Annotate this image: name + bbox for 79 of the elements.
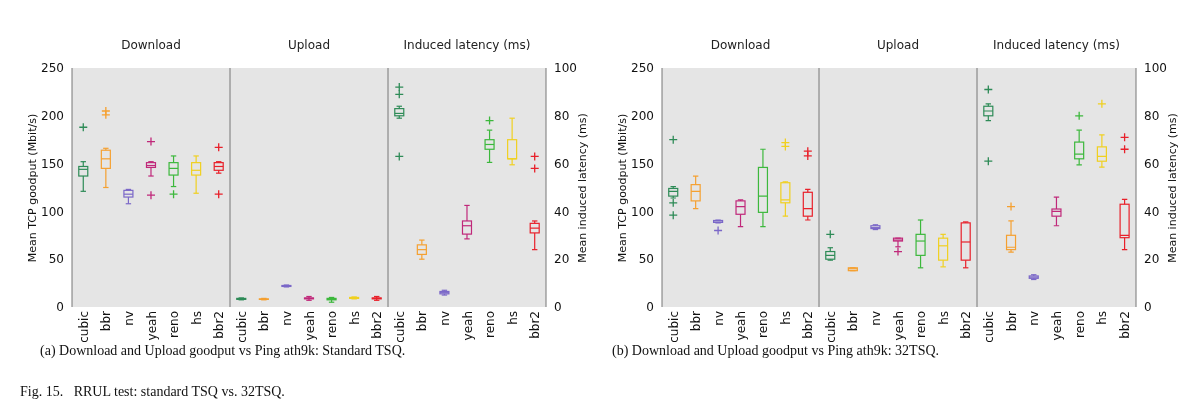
x-tick-label: hs bbox=[505, 311, 520, 325]
x-tick-label: nv bbox=[121, 311, 136, 326]
y2-tick-label: 80 bbox=[554, 109, 570, 124]
x-tick-label: bbr2 bbox=[212, 311, 227, 339]
x-tick-label: bbr2 bbox=[370, 311, 385, 339]
x-tick-label: yeah bbox=[891, 311, 906, 341]
x-tick-label: bbr bbox=[689, 310, 704, 332]
chart-title: Upload bbox=[875, 38, 920, 52]
x-tick-label: nv bbox=[868, 311, 883, 326]
y-tick-label: 200 bbox=[631, 109, 654, 124]
y2-tick-label: 40 bbox=[1144, 204, 1160, 219]
y-tick-label: 150 bbox=[41, 156, 64, 171]
x-tick-label: hs bbox=[778, 311, 793, 325]
x-tick-label: nv bbox=[437, 311, 452, 326]
y-tick-label: 250 bbox=[631, 61, 654, 76]
x-tick-label: nv bbox=[279, 311, 294, 326]
x-tick-label: reno bbox=[1072, 311, 1087, 338]
y-tick-label: 50 bbox=[638, 252, 654, 267]
y2-tick-label: 40 bbox=[554, 204, 570, 219]
x-tick-label: nv bbox=[1027, 311, 1042, 326]
y2-tick-label: 0 bbox=[1144, 300, 1152, 315]
y-tick-label: 0 bbox=[646, 300, 654, 315]
y-tick-label: 150 bbox=[631, 156, 654, 171]
y2-axis-title: Mean induced latency (ms) bbox=[1165, 111, 1179, 265]
x-tick-label: bbr2 bbox=[801, 311, 816, 339]
x-tick-label: hs bbox=[347, 311, 362, 325]
x-tick-label: bbr bbox=[1004, 310, 1019, 332]
y2-tick-label: 60 bbox=[1144, 156, 1160, 171]
x-tick-label: reno bbox=[756, 311, 771, 338]
x-tick-label: nv bbox=[711, 311, 726, 326]
x-tick-label: reno bbox=[483, 311, 498, 338]
x-tick-label: bbr2 bbox=[528, 311, 543, 339]
y2-tick-label: 100 bbox=[554, 61, 577, 76]
x-tick-label: cubic bbox=[666, 311, 681, 343]
x-tick-label: cubic bbox=[981, 311, 996, 343]
y2-axis-title: Mean induced latency (ms) bbox=[575, 111, 589, 265]
text: (a) Download and Upload goodput vs Ping ath9k: Standard TSQ. bbox=[40, 343, 406, 359]
x-tick-label: yeah bbox=[734, 311, 749, 341]
chart-title: Induced latency (ms) bbox=[402, 38, 532, 52]
x-tick-label: bbr2 bbox=[1118, 311, 1133, 339]
x-tick-label: bbr bbox=[415, 310, 430, 332]
chart-title: Download bbox=[709, 38, 772, 52]
x-tick-label: cubic bbox=[234, 311, 249, 343]
caption: Fig. 15. RRUL test: standard TSQ vs. 32TSQ. bbox=[20, 384, 285, 400]
x-tick-label: cubic bbox=[823, 311, 838, 343]
x-tick-label: hs bbox=[936, 311, 951, 325]
y2-tick-label: 20 bbox=[1144, 252, 1160, 267]
text: (b) Download and Upload goodput vs Ping ath9k: 32TSQ. bbox=[612, 343, 940, 359]
x-tick-label: hs bbox=[1095, 311, 1110, 325]
x-tick-label: cubic bbox=[76, 311, 91, 343]
x-tick-label: yeah bbox=[1050, 311, 1065, 341]
chart-title: Download bbox=[120, 38, 182, 52]
y2-tick-label: 100 bbox=[1144, 61, 1167, 76]
y-tick-label: 200 bbox=[41, 109, 64, 124]
y-tick-label: 100 bbox=[41, 204, 64, 219]
x-tick-label: bbr2 bbox=[959, 311, 974, 339]
x-tick-label: reno bbox=[325, 311, 340, 338]
y2-tick-label: 0 bbox=[554, 300, 562, 315]
y-tick-label: 50 bbox=[48, 252, 64, 267]
y-axis-title: Mean TCP goodput (Mbit/s) bbox=[25, 112, 39, 264]
y-tick-label: 250 bbox=[41, 61, 64, 76]
x-tick-label: bbr bbox=[99, 310, 114, 332]
chart-title: Induced latency (ms) bbox=[992, 38, 1121, 52]
x-tick-label: reno bbox=[914, 311, 929, 338]
y2-tick-label: 60 bbox=[554, 156, 570, 171]
y2-tick-label: 20 bbox=[554, 252, 570, 267]
x-tick-label: cubic bbox=[392, 311, 407, 343]
x-tick-label: hs bbox=[189, 311, 204, 325]
chart-title: Upload bbox=[286, 38, 331, 52]
x-tick-label: yeah bbox=[302, 311, 317, 341]
y-tick-label: 100 bbox=[631, 204, 654, 219]
y-axis-title: Mean TCP goodput (Mbit/s) bbox=[615, 112, 629, 264]
x-tick-label: yeah bbox=[460, 311, 475, 341]
x-tick-label: bbr bbox=[257, 310, 272, 332]
x-tick-label: reno bbox=[167, 311, 182, 338]
x-tick-label: yeah bbox=[144, 311, 159, 341]
x-tick-label: bbr bbox=[846, 310, 861, 332]
y2-tick-label: 80 bbox=[1144, 109, 1160, 124]
y-tick-label: 0 bbox=[56, 300, 64, 315]
